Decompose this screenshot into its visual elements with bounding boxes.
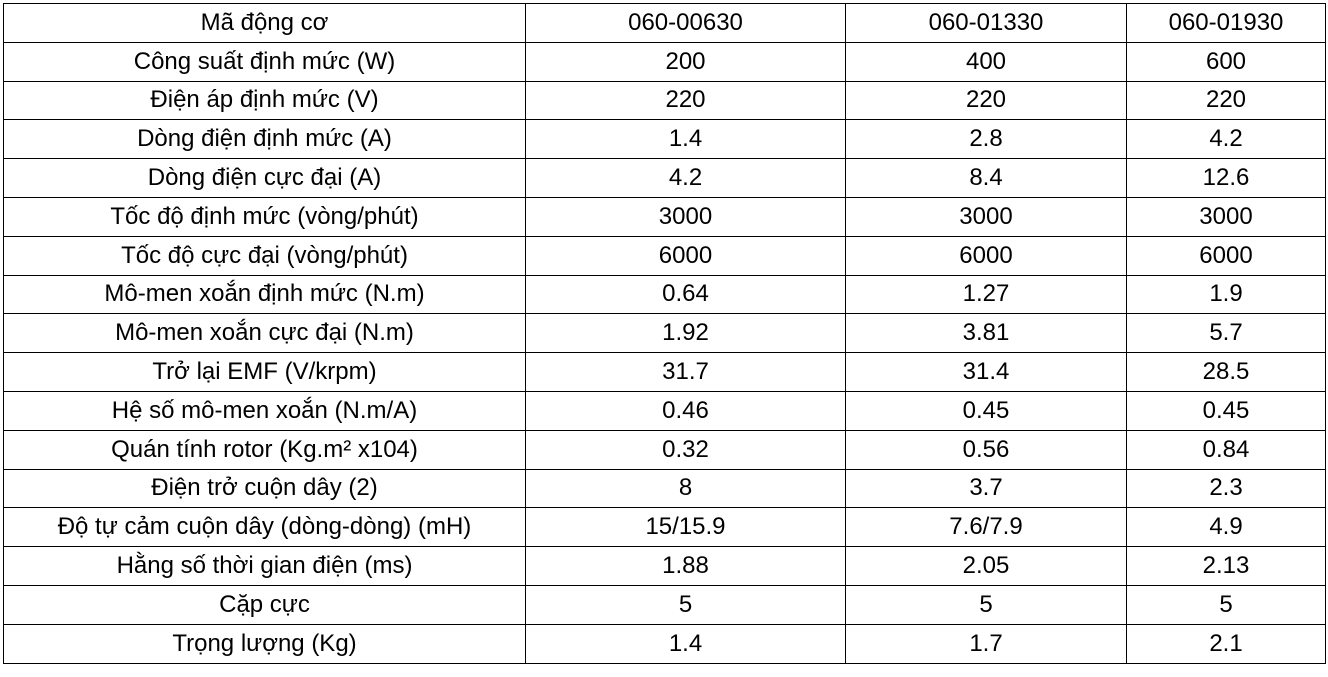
cell: 3000: [1126, 196, 1326, 237]
cell: 200: [525, 41, 846, 82]
cell: 060-00630: [525, 3, 846, 43]
table-row: Dòng điện cực đại (A) 4.2 8.4 12.6: [3, 158, 1326, 198]
row-label: Tốc độ định mức (vòng/phút): [3, 196, 526, 237]
table-row: Dòng điện định mức (A) 1.4 2.8 4.2: [3, 119, 1326, 160]
table-row: Công suất định mức (W) 200 400 600: [3, 41, 1326, 82]
cell: 12.6: [1126, 158, 1326, 198]
cell: 1.27: [845, 274, 1127, 315]
table-row: Mô-men xoắn cực đại (N.m) 1.92 3.81 5.7: [3, 313, 1326, 354]
cell: 4.2: [525, 158, 846, 198]
cell: 2.3: [1126, 468, 1326, 509]
cell: 0.84: [1126, 429, 1326, 470]
cell: 0.64: [525, 274, 846, 315]
cell: 4.2: [1126, 119, 1326, 160]
row-label: Dòng điện cực đại (A): [3, 158, 526, 198]
cell: 6000: [525, 235, 846, 276]
cell: 4.9: [1126, 507, 1326, 548]
table-row: Mã động cơ 060-00630 060-01330 060-01930: [3, 3, 1326, 43]
cell: 600: [1126, 41, 1326, 82]
cell: 2.13: [1126, 546, 1326, 586]
row-label: Trọng lượng (Kg): [3, 623, 526, 664]
row-label: Quán tính rotor (Kg.m² x104): [3, 429, 526, 470]
table-row: Độ tự cảm cuộn dây (dòng-dòng) (mH) 15/15…: [3, 507, 1326, 548]
cell: 6000: [1126, 235, 1326, 276]
row-label: Tốc độ cực đại (vòng/phút): [3, 235, 526, 276]
cell: 1.92: [525, 313, 846, 354]
spec-table: Mã động cơ 060-00630 060-01330 060-01930 Côn…: [3, 3, 1326, 664]
cell: 2.05: [845, 546, 1127, 586]
cell: 0.56: [845, 429, 1127, 470]
cell: 8.4: [845, 158, 1127, 198]
row-label: Điện áp định mức (V): [3, 80, 526, 121]
cell: 060-01930: [1126, 3, 1326, 43]
table-row: Tốc độ cực đại (vòng/phút) 6000 6000 6000: [3, 235, 1326, 276]
table-row: Điện áp định mức (V) 220 220 220: [3, 80, 1326, 121]
table-row: Mô-men xoắn định mức (N.m) 0.64 1.27 1.9: [3, 274, 1326, 315]
cell: 8: [525, 468, 846, 509]
cell: 1.7: [845, 623, 1127, 664]
cell: 060-01330: [845, 3, 1127, 43]
cell: 3000: [845, 196, 1127, 237]
row-label: Hằng số thời gian điện (ms): [3, 546, 526, 586]
cell: 1.4: [525, 623, 846, 664]
cell: 0.32: [525, 429, 846, 470]
cell: 5: [525, 584, 846, 625]
row-label: Công suất định mức (W): [3, 41, 526, 82]
cell: 1.9: [1126, 274, 1326, 315]
row-label: Hệ số mô-men xoắn (N.m/A): [3, 390, 526, 431]
table-row: Hằng số thời gian điện (ms) 1.88 2.05 2.13: [3, 546, 1326, 586]
cell: 0.45: [845, 390, 1127, 431]
cell: 5: [1126, 584, 1326, 625]
cell: 3.7: [845, 468, 1127, 509]
cell: 31.7: [525, 352, 846, 392]
cell: 1.88: [525, 546, 846, 586]
cell: 1.4: [525, 119, 846, 160]
cell: 6000: [845, 235, 1127, 276]
cell: 220: [845, 80, 1127, 121]
row-label: Mã động cơ: [3, 3, 526, 43]
row-label: Điện trở cuộn dây (2): [3, 468, 526, 509]
table-row: Điện trở cuộn dây (2) 8 3.7 2.3: [3, 468, 1326, 509]
row-label: Mô-men xoắn định mức (N.m): [3, 274, 526, 315]
cell: 3000: [525, 196, 846, 237]
cell: 2.8: [845, 119, 1127, 160]
cell: 0.46: [525, 390, 846, 431]
table-row: Quán tính rotor (Kg.m² x104) 0.32 0.56 0.84: [3, 429, 1326, 470]
cell: 15/15.9: [525, 507, 846, 548]
cell: 7.6/7.9: [845, 507, 1127, 548]
table-row: Hệ số mô-men xoắn (N.m/A) 0.46 0.45 0.45: [3, 390, 1326, 431]
cell: 31.4: [845, 352, 1127, 392]
cell: 0.45: [1126, 390, 1326, 431]
row-label: Mô-men xoắn cực đại (N.m): [3, 313, 526, 354]
row-label: Dòng điện định mức (A): [3, 119, 526, 160]
cell: 5: [845, 584, 1127, 625]
table-row: Tốc độ định mức (vòng/phút) 3000 3000 3000: [3, 196, 1326, 237]
table-row: Cặp cực 5 5 5: [3, 584, 1326, 625]
row-label: Cặp cực: [3, 584, 526, 625]
table-row: Trở lại EMF (V/krpm) 31.7 31.4 28.5: [3, 352, 1326, 392]
cell: 5.7: [1126, 313, 1326, 354]
table-body: Mã động cơ 060-00630 060-01330 060-01930 Côn…: [3, 3, 1326, 664]
cell: 400: [845, 41, 1127, 82]
cell: 220: [1126, 80, 1326, 121]
row-label: Trở lại EMF (V/krpm): [3, 352, 526, 392]
row-label: Độ tự cảm cuộn dây (dòng-dòng) (mH): [3, 507, 526, 548]
table-row: Trọng lượng (Kg) 1.4 1.7 2.1: [3, 623, 1326, 664]
cell: 3.81: [845, 313, 1127, 354]
cell: 28.5: [1126, 352, 1326, 392]
cell: 2.1: [1126, 623, 1326, 664]
cell: 220: [525, 80, 846, 121]
